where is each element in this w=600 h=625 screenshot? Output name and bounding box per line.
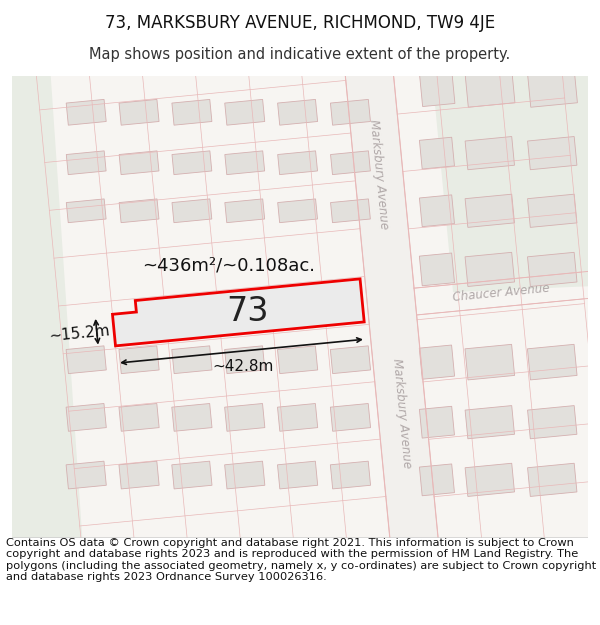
Polygon shape [66, 199, 106, 222]
Polygon shape [277, 461, 317, 489]
Text: Contains OS data © Crown copyright and database right 2021. This information is : Contains OS data © Crown copyright and d… [6, 538, 596, 582]
Polygon shape [465, 406, 514, 439]
Polygon shape [428, 16, 600, 292]
Text: Marksbury Avenue: Marksbury Avenue [367, 118, 391, 229]
Polygon shape [331, 151, 370, 174]
Text: ~42.8m: ~42.8m [212, 359, 274, 374]
Polygon shape [331, 99, 370, 125]
Polygon shape [172, 346, 212, 374]
Polygon shape [112, 279, 364, 346]
Polygon shape [225, 99, 265, 125]
Polygon shape [527, 463, 577, 496]
Polygon shape [419, 138, 454, 169]
Polygon shape [278, 199, 317, 222]
Polygon shape [119, 99, 159, 125]
Polygon shape [224, 404, 265, 431]
Polygon shape [119, 461, 159, 489]
Text: Map shows position and indicative extent of the property.: Map shows position and indicative extent… [89, 48, 511, 63]
Text: ~436m²/~0.108ac.: ~436m²/~0.108ac. [142, 256, 315, 274]
Polygon shape [419, 195, 454, 227]
Text: Marksbury Avenue: Marksbury Avenue [390, 357, 413, 468]
Polygon shape [278, 151, 317, 174]
Polygon shape [224, 346, 265, 374]
Polygon shape [419, 464, 454, 496]
Polygon shape [225, 199, 265, 222]
Polygon shape [66, 151, 106, 174]
Polygon shape [527, 253, 577, 286]
Polygon shape [331, 461, 371, 489]
Polygon shape [66, 461, 106, 489]
Polygon shape [66, 346, 106, 374]
Polygon shape [172, 404, 212, 431]
Polygon shape [419, 406, 454, 438]
Text: 73: 73 [226, 295, 269, 328]
Polygon shape [465, 253, 515, 286]
Polygon shape [277, 346, 317, 374]
Polygon shape [172, 99, 212, 125]
Polygon shape [331, 404, 371, 431]
Polygon shape [225, 151, 265, 174]
Polygon shape [278, 99, 317, 125]
Polygon shape [172, 199, 212, 222]
Polygon shape [527, 344, 577, 380]
Polygon shape [527, 136, 577, 170]
Polygon shape [465, 136, 514, 170]
Text: ~15.2m: ~15.2m [48, 323, 111, 344]
Polygon shape [0, 70, 86, 596]
Text: 73, MARKSBURY AVENUE, RICHMOND, TW9 4JE: 73, MARKSBURY AVENUE, RICHMOND, TW9 4JE [105, 14, 495, 32]
Polygon shape [464, 64, 515, 108]
Polygon shape [277, 404, 317, 431]
Polygon shape [172, 151, 212, 174]
Polygon shape [527, 406, 577, 439]
Polygon shape [12, 76, 588, 538]
Text: Chaucer Avenue: Chaucer Avenue [452, 282, 551, 304]
Polygon shape [119, 346, 159, 374]
Polygon shape [224, 461, 265, 489]
Polygon shape [527, 194, 577, 228]
Polygon shape [66, 99, 106, 125]
Polygon shape [172, 461, 212, 489]
Polygon shape [119, 404, 159, 431]
Polygon shape [465, 344, 515, 380]
Polygon shape [419, 65, 455, 106]
Polygon shape [342, 38, 440, 559]
Polygon shape [419, 345, 455, 379]
Polygon shape [119, 199, 159, 222]
Polygon shape [66, 404, 106, 431]
Polygon shape [465, 194, 514, 228]
Polygon shape [527, 64, 577, 108]
Polygon shape [331, 346, 371, 374]
Polygon shape [119, 151, 159, 174]
Polygon shape [465, 463, 514, 496]
Polygon shape [331, 199, 370, 222]
Polygon shape [419, 253, 455, 286]
